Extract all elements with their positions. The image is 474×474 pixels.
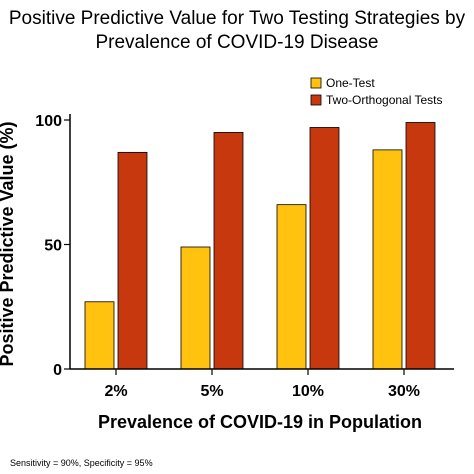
bar-two-orthogonal-tests-2 [213, 132, 244, 370]
chart-title-line-2: Prevalence of COVID-19 Disease [95, 32, 378, 53]
bar-two-orthogonal-tests-4 [405, 122, 436, 370]
legend-label-two-tests: Two-Orthogonal Tests [326, 93, 443, 107]
y-axis-ticks: 0 50 100 [35, 113, 70, 379]
legend-swatch-two-tests [310, 94, 322, 106]
bar-one-test-3 [276, 204, 307, 370]
bar-one-test-2 [180, 246, 211, 370]
x-axis-ticks: 2% 5% 10% 30% [104, 369, 420, 400]
y-tick-label-100: 100 [35, 113, 62, 130]
bar-one-test-4 [372, 149, 403, 370]
y-tick-label-0: 0 [53, 362, 62, 379]
y-axis-title: Positive Predictive Value (%) [0, 121, 17, 366]
x-tick-label-2: 5% [200, 383, 223, 400]
x-tick-label-4: 30% [388, 383, 420, 400]
footnote: Sensitivity = 90%, Specificity = 95% [10, 458, 153, 468]
bars-group [84, 122, 436, 370]
x-axis-title: Prevalence of COVID-19 in Population [98, 412, 422, 432]
x-tick-label-1: 2% [104, 383, 127, 400]
bar-one-test-1 [84, 301, 115, 370]
y-tick-label-50: 50 [44, 238, 62, 255]
legend-label-one-test: One-Test [326, 76, 375, 90]
legend-swatch-one-test [310, 77, 322, 89]
bar-two-orthogonal-tests-3 [309, 127, 340, 370]
x-tick-label-3: 10% [292, 383, 324, 400]
legend: One-Test Two-Orthogonal Tests [310, 76, 443, 107]
chart-title-line-1: Positive Predictive Value for Two Testin… [9, 8, 466, 29]
bar-two-orthogonal-tests-1 [117, 151, 148, 370]
